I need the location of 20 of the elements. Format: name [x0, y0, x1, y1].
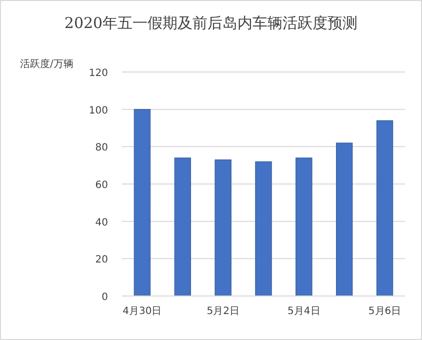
x-tick-label: 5月4日 [288, 306, 320, 317]
x-tick-label: 5月6日 [368, 306, 402, 317]
y-tick-label: 60 [95, 180, 108, 191]
bar [376, 120, 394, 296]
y-tick-label: 20 [95, 254, 108, 266]
bar [336, 142, 353, 296]
chart-title: 2020年五一假期及前后岛内车辆活跃度预测 [64, 14, 358, 32]
bar [134, 109, 151, 296]
x-tick-label: 4月30日 [122, 306, 162, 317]
y-tick-label: 40 [95, 217, 108, 228]
bar [214, 159, 232, 296]
y-tick-label: 80 [95, 142, 108, 154]
y-tick-label: 100 [88, 105, 108, 116]
bar [174, 158, 191, 296]
y-axis-title: 活跃度/万辆 [20, 58, 74, 70]
y-tick-label: 0 [102, 292, 108, 303]
bar [296, 158, 312, 296]
bar [255, 161, 272, 296]
x-tick-label: 5月2日 [206, 306, 240, 317]
y-tick-label: 120 [88, 68, 108, 79]
